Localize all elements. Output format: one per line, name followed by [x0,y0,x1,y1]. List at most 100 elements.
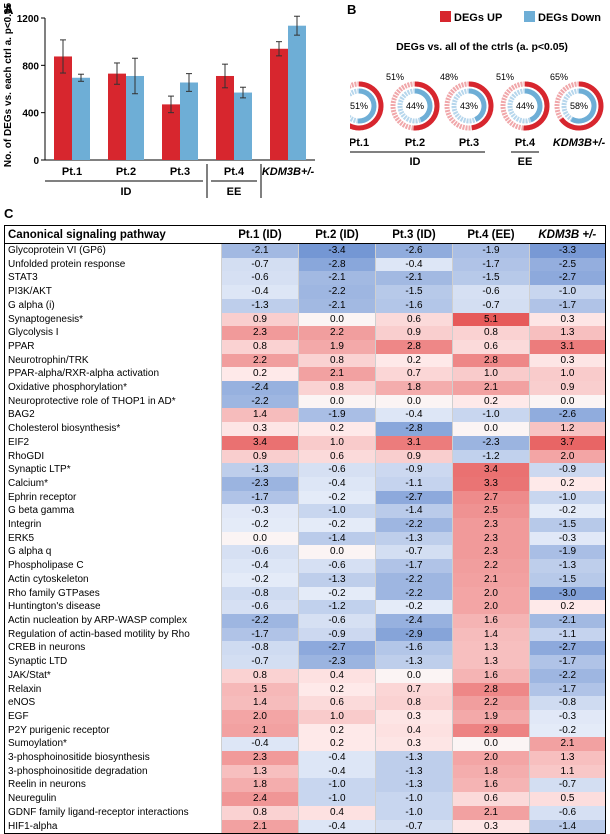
donut-inner-label: 43% [460,101,478,111]
donut-outer-up-arc [413,81,440,131]
bar-y-tick-label: 400 [22,109,39,120]
z-score-cell: 1.9 [452,709,530,724]
z-score-cell: 2.1 [221,819,299,834]
z-score-cell: 1.8 [221,778,299,793]
table-row: BAG2 1.4 -1.9 -0.4 -1.0 -2.6 [4,408,606,423]
z-score-cell: -1.7 [221,490,299,505]
donut-outer-label: 51% [496,72,514,82]
z-score-cell: 0.2 [298,682,376,697]
z-score-cell: -0.4 [221,285,299,299]
z-score-cell: 2.0 [452,600,530,614]
pathway-name: CREB in neurons [4,641,222,656]
pathway-name: Oxidative phosphorylation* [4,381,222,395]
pathway-name: Regulation of actin-based motility by Rh… [4,627,222,642]
z-score-cell: -0.8 [221,641,299,656]
z-score-cell: 0.0 [221,531,299,546]
z-score-cell: 0.4 [298,805,376,820]
z-score-cell: -2.3 [221,476,299,491]
table-row: Unfolded protein response -0.7 -2.8 -0.4 -1.… [4,257,606,272]
bar-down [288,25,306,160]
z-score-cell: -0.9 [375,463,453,477]
z-score-cell: 0.5 [529,792,606,806]
donut-inner-down-arc [414,88,433,123]
pathway-name: Integrin [4,518,222,532]
z-score-cell: -2.4 [221,381,299,395]
table-row: Glycolysis I 2.3 2.2 0.9 0.8 1.3 [4,326,606,340]
z-score-cell: -1.3 [221,298,299,313]
z-score-cell: 1.8 [375,381,453,395]
pathway-name: Cholesterol biosynthesis* [4,422,222,436]
z-score-cell: 2.0 [452,751,530,765]
legend-down-swatch [524,11,535,22]
z-score-cell: 2.1 [452,381,530,395]
panel-label-a: A [4,2,14,17]
bar-category-label: Pt.2 [116,166,136,178]
z-score-cell: 1.4 [452,627,530,642]
z-score-cell: -1.3 [375,655,453,669]
z-score-cell: -0.7 [221,257,299,272]
z-score-cell: 0.2 [298,723,376,738]
z-score-cell: 0.6 [298,696,376,710]
z-score-cell: 0.0 [298,394,376,409]
table-row: Cholesterol biosynthesis* 0.3 0.2 -2.8 0.0 1.… [4,422,606,436]
z-score-cell: -0.2 [298,518,376,532]
z-score-cell: -1.3 [298,572,376,587]
z-score-cell: 1.3 [452,641,530,656]
donut-outer-label: 51% [386,72,404,82]
table-row: Oxidative phosphorylation* -2.4 0.8 1.8 2.1 0… [4,381,606,395]
pathway-name: PPAR [4,339,222,354]
z-score-cell: 2.2 [298,326,376,340]
z-score-cell: 1.4 [221,696,299,710]
bar-up [270,48,288,161]
z-score-cell: 1.6 [452,778,530,793]
z-score-cell: 1.2 [529,422,606,436]
z-score-cell: -1.0 [375,805,453,820]
z-score-cell: -2.2 [375,572,453,587]
pathway-name: Neuroprotective role of THOP1 in AD* [4,394,222,409]
panel-label-b: B [347,2,357,17]
pathway-name: Neuregulin [4,792,222,806]
pathway-name: ERK5 [4,531,222,546]
z-score-cell: -0.2 [298,586,376,601]
pathway-name: G beta gamma [4,504,222,519]
z-score-cell: -0.4 [221,737,299,752]
pathway-name: eNOS [4,696,222,710]
z-score-cell: -1.3 [375,764,453,779]
legend-up-swatch [440,11,451,22]
pathway-name: Relaxin [4,682,222,697]
z-score-cell: 0.8 [298,381,376,395]
table-row: 3-phosphoinositide biosynthesis 2.3 -0.4 -1… [4,751,606,765]
panel-label-c: C [4,206,14,221]
z-score-cell: 0.8 [375,696,453,710]
z-score-cell: 0.8 [452,326,530,340]
z-score-cell: 0.2 [298,737,376,752]
bar-ylabel: No. of DEGs vs. each ctrl a. p<0.05 [3,2,14,167]
z-score-cell: 1.4 [221,408,299,423]
donut-category-label: Pt.2 [405,137,425,149]
z-score-cell: -2.7 [529,641,606,656]
z-score-cell: -1.7 [452,257,530,272]
donut-outer-up-arc [350,81,384,131]
z-score-cell: 0.9 [529,381,606,395]
z-score-cell: -2.1 [298,298,376,313]
z-score-cell: 0.4 [375,723,453,738]
z-score-cell: -2.2 [221,613,299,628]
table-row: EGF 2.0 1.0 0.3 1.9 -0.3 [4,709,606,724]
pathway-name: Huntington's disease [4,600,222,614]
z-score-cell: -2.7 [529,271,606,286]
table-row: Neuregulin 2.4 -1.0 -1.0 0.6 0.5 [4,792,606,806]
z-score-cell: 1.3 [452,655,530,669]
z-score-cell: 0.0 [298,312,376,327]
z-score-cell: 1.0 [529,367,606,382]
z-score-cell: -0.8 [529,696,606,710]
z-score-cell: 0.0 [529,394,606,409]
z-score-cell: -0.4 [375,257,453,272]
table-row: PPAR-alpha/RXR-alpha activation 0.2 2.1 0.7… [4,367,606,382]
z-score-cell: -0.7 [452,298,530,313]
pathway-name: JAK/Stat* [4,668,222,683]
z-score-cell: 1.9 [298,339,376,354]
z-score-cell: -1.7 [375,559,453,573]
donut-inner-down-arc [468,88,487,122]
z-score-cell: -1.0 [529,490,606,505]
z-score-cell: -1.0 [375,792,453,806]
